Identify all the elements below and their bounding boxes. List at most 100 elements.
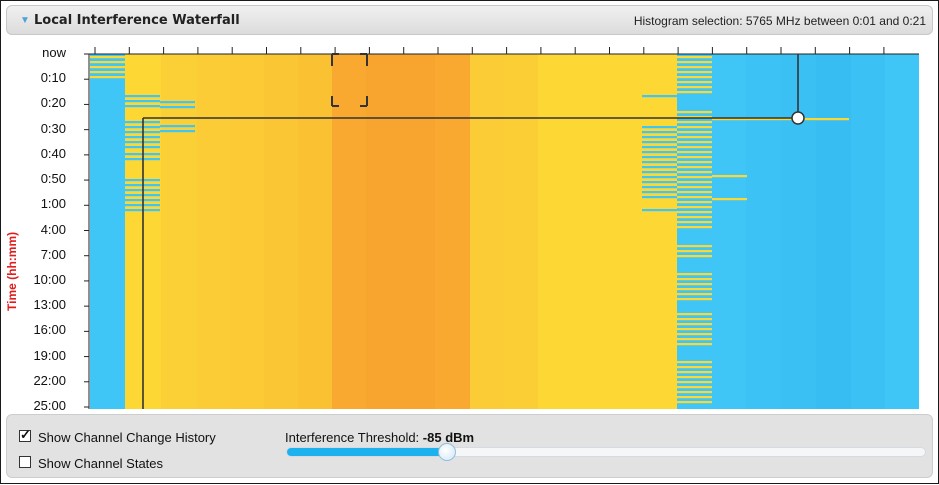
y-tick-label: 0:20 bbox=[40, 95, 66, 111]
threshold-slider-handle[interactable] bbox=[437, 443, 456, 461]
interference-stripe bbox=[677, 318, 712, 321]
interference-stripe bbox=[677, 273, 712, 276]
waterfall-shade bbox=[366, 54, 435, 409]
interference-stripe bbox=[642, 146, 677, 149]
interference-stripe bbox=[160, 106, 195, 109]
interference-stripe bbox=[677, 86, 712, 89]
interference-stripe bbox=[90, 66, 125, 69]
interference-stripe bbox=[642, 126, 677, 129]
channel-states-checkbox[interactable] bbox=[19, 456, 31, 468]
interference-stripe bbox=[677, 191, 712, 194]
waterfall-column bbox=[90, 54, 125, 409]
channel-change-history-label[interactable]: Show Channel Change History bbox=[38, 430, 216, 445]
interference-stripe bbox=[677, 211, 712, 214]
interference-stripe bbox=[712, 198, 747, 201]
interference-stripe bbox=[642, 209, 677, 212]
interference-stripe bbox=[642, 171, 677, 174]
interference-stripe bbox=[642, 191, 677, 194]
waterfall-shade bbox=[197, 54, 231, 409]
interference-stripe bbox=[642, 151, 677, 154]
y-tick-label: 4:00 bbox=[40, 221, 66, 237]
y-tick-label: 0:10 bbox=[40, 70, 66, 86]
interference-stripe bbox=[677, 161, 712, 164]
interference-stripe bbox=[642, 181, 677, 184]
interference-stripe bbox=[642, 166, 677, 169]
threshold-label: Interference Threshold: -85 dBm bbox=[285, 430, 474, 445]
interference-stripe bbox=[677, 278, 712, 281]
panel-header[interactable]: ▼ Local Interference Waterfall Histogram… bbox=[6, 5, 933, 35]
checkmark-icon: ✓ bbox=[20, 427, 31, 442]
cursor-marker-circle[interactable] bbox=[791, 111, 805, 125]
channel-change-history-checkbox[interactable]: ✓ bbox=[19, 427, 31, 442]
interference-stripe bbox=[125, 100, 160, 103]
y-tick-label: 13:00 bbox=[33, 297, 66, 313]
interference-stripe bbox=[677, 361, 712, 364]
interference-stripe bbox=[642, 95, 677, 98]
interference-stripe bbox=[677, 396, 712, 399]
interference-stripe bbox=[677, 386, 712, 389]
options-bar: ✓ Show Channel Change History Show Chann… bbox=[6, 414, 933, 478]
waterfall-shade bbox=[816, 54, 851, 409]
threshold-slider-fill bbox=[287, 448, 447, 456]
interference-stripe bbox=[677, 371, 712, 374]
y-tick-label: 10:00 bbox=[33, 271, 66, 287]
interference-stripe bbox=[677, 196, 712, 199]
interference-stripe bbox=[677, 255, 712, 258]
y-tick-label: 1:00 bbox=[40, 196, 66, 212]
panel-title: Local Interference Waterfall bbox=[34, 13, 240, 28]
interference-stripe bbox=[677, 323, 712, 326]
threshold-slider[interactable] bbox=[286, 443, 926, 461]
interference-stripe bbox=[677, 146, 712, 149]
interference-stripe bbox=[642, 141, 677, 144]
waterfall-shade bbox=[298, 54, 332, 409]
interference-stripe bbox=[677, 136, 712, 139]
collapse-triangle-icon[interactable]: ▼ bbox=[20, 15, 30, 26]
interference-stripe bbox=[677, 293, 712, 296]
interference-stripe bbox=[677, 151, 712, 154]
interference-stripe bbox=[642, 186, 677, 189]
interference-stripe bbox=[677, 76, 712, 79]
interference-stripe bbox=[677, 333, 712, 336]
interference-stripe bbox=[677, 328, 712, 331]
interference-stripe bbox=[677, 111, 712, 114]
interference-stripe bbox=[677, 366, 712, 369]
interference-stripe bbox=[642, 136, 677, 139]
interference-stripe bbox=[677, 343, 712, 346]
interference-stripe bbox=[677, 298, 712, 301]
interference-stripe bbox=[677, 401, 712, 404]
y-tick-label: 19:00 bbox=[33, 347, 66, 363]
channel-states-label[interactable]: Show Channel States bbox=[38, 456, 164, 471]
interference-stripe bbox=[160, 125, 195, 128]
interference-stripe bbox=[677, 226, 712, 229]
y-tick-label: 0:50 bbox=[40, 171, 66, 187]
y-tick-label: now bbox=[42, 45, 66, 60]
interference-stripe bbox=[677, 338, 712, 341]
interference-stripe bbox=[677, 171, 712, 174]
waterfall-shade bbox=[161, 54, 197, 409]
y-tick-label: 22:00 bbox=[33, 372, 66, 388]
interference-stripe bbox=[677, 221, 712, 224]
y-tick-label: 7:00 bbox=[40, 246, 66, 262]
waterfall-shade bbox=[470, 54, 504, 409]
interference-stripe bbox=[677, 288, 712, 291]
interference-stripe bbox=[677, 181, 712, 184]
interference-stripe bbox=[677, 376, 712, 379]
interference-stripe bbox=[677, 141, 712, 144]
interference-stripe bbox=[712, 118, 849, 121]
interference-stripe bbox=[677, 206, 712, 209]
y-tick-label: 0:40 bbox=[40, 145, 66, 161]
interference-stripe bbox=[125, 105, 160, 108]
interference-stripe bbox=[642, 156, 677, 159]
histogram-selection-text: Histogram selection: 5765 MHz between 0:… bbox=[633, 14, 926, 28]
threshold-value: -85 dBm bbox=[422, 430, 475, 445]
interference-stripe bbox=[677, 81, 712, 84]
interference-stripe bbox=[90, 76, 125, 79]
y-tick-label: 25:00 bbox=[33, 398, 66, 413]
waterfall-shade bbox=[264, 54, 298, 409]
interference-stripe bbox=[677, 71, 712, 74]
interference-stripe bbox=[677, 91, 712, 94]
interference-stripe bbox=[677, 313, 712, 316]
interference-stripe bbox=[160, 130, 195, 133]
